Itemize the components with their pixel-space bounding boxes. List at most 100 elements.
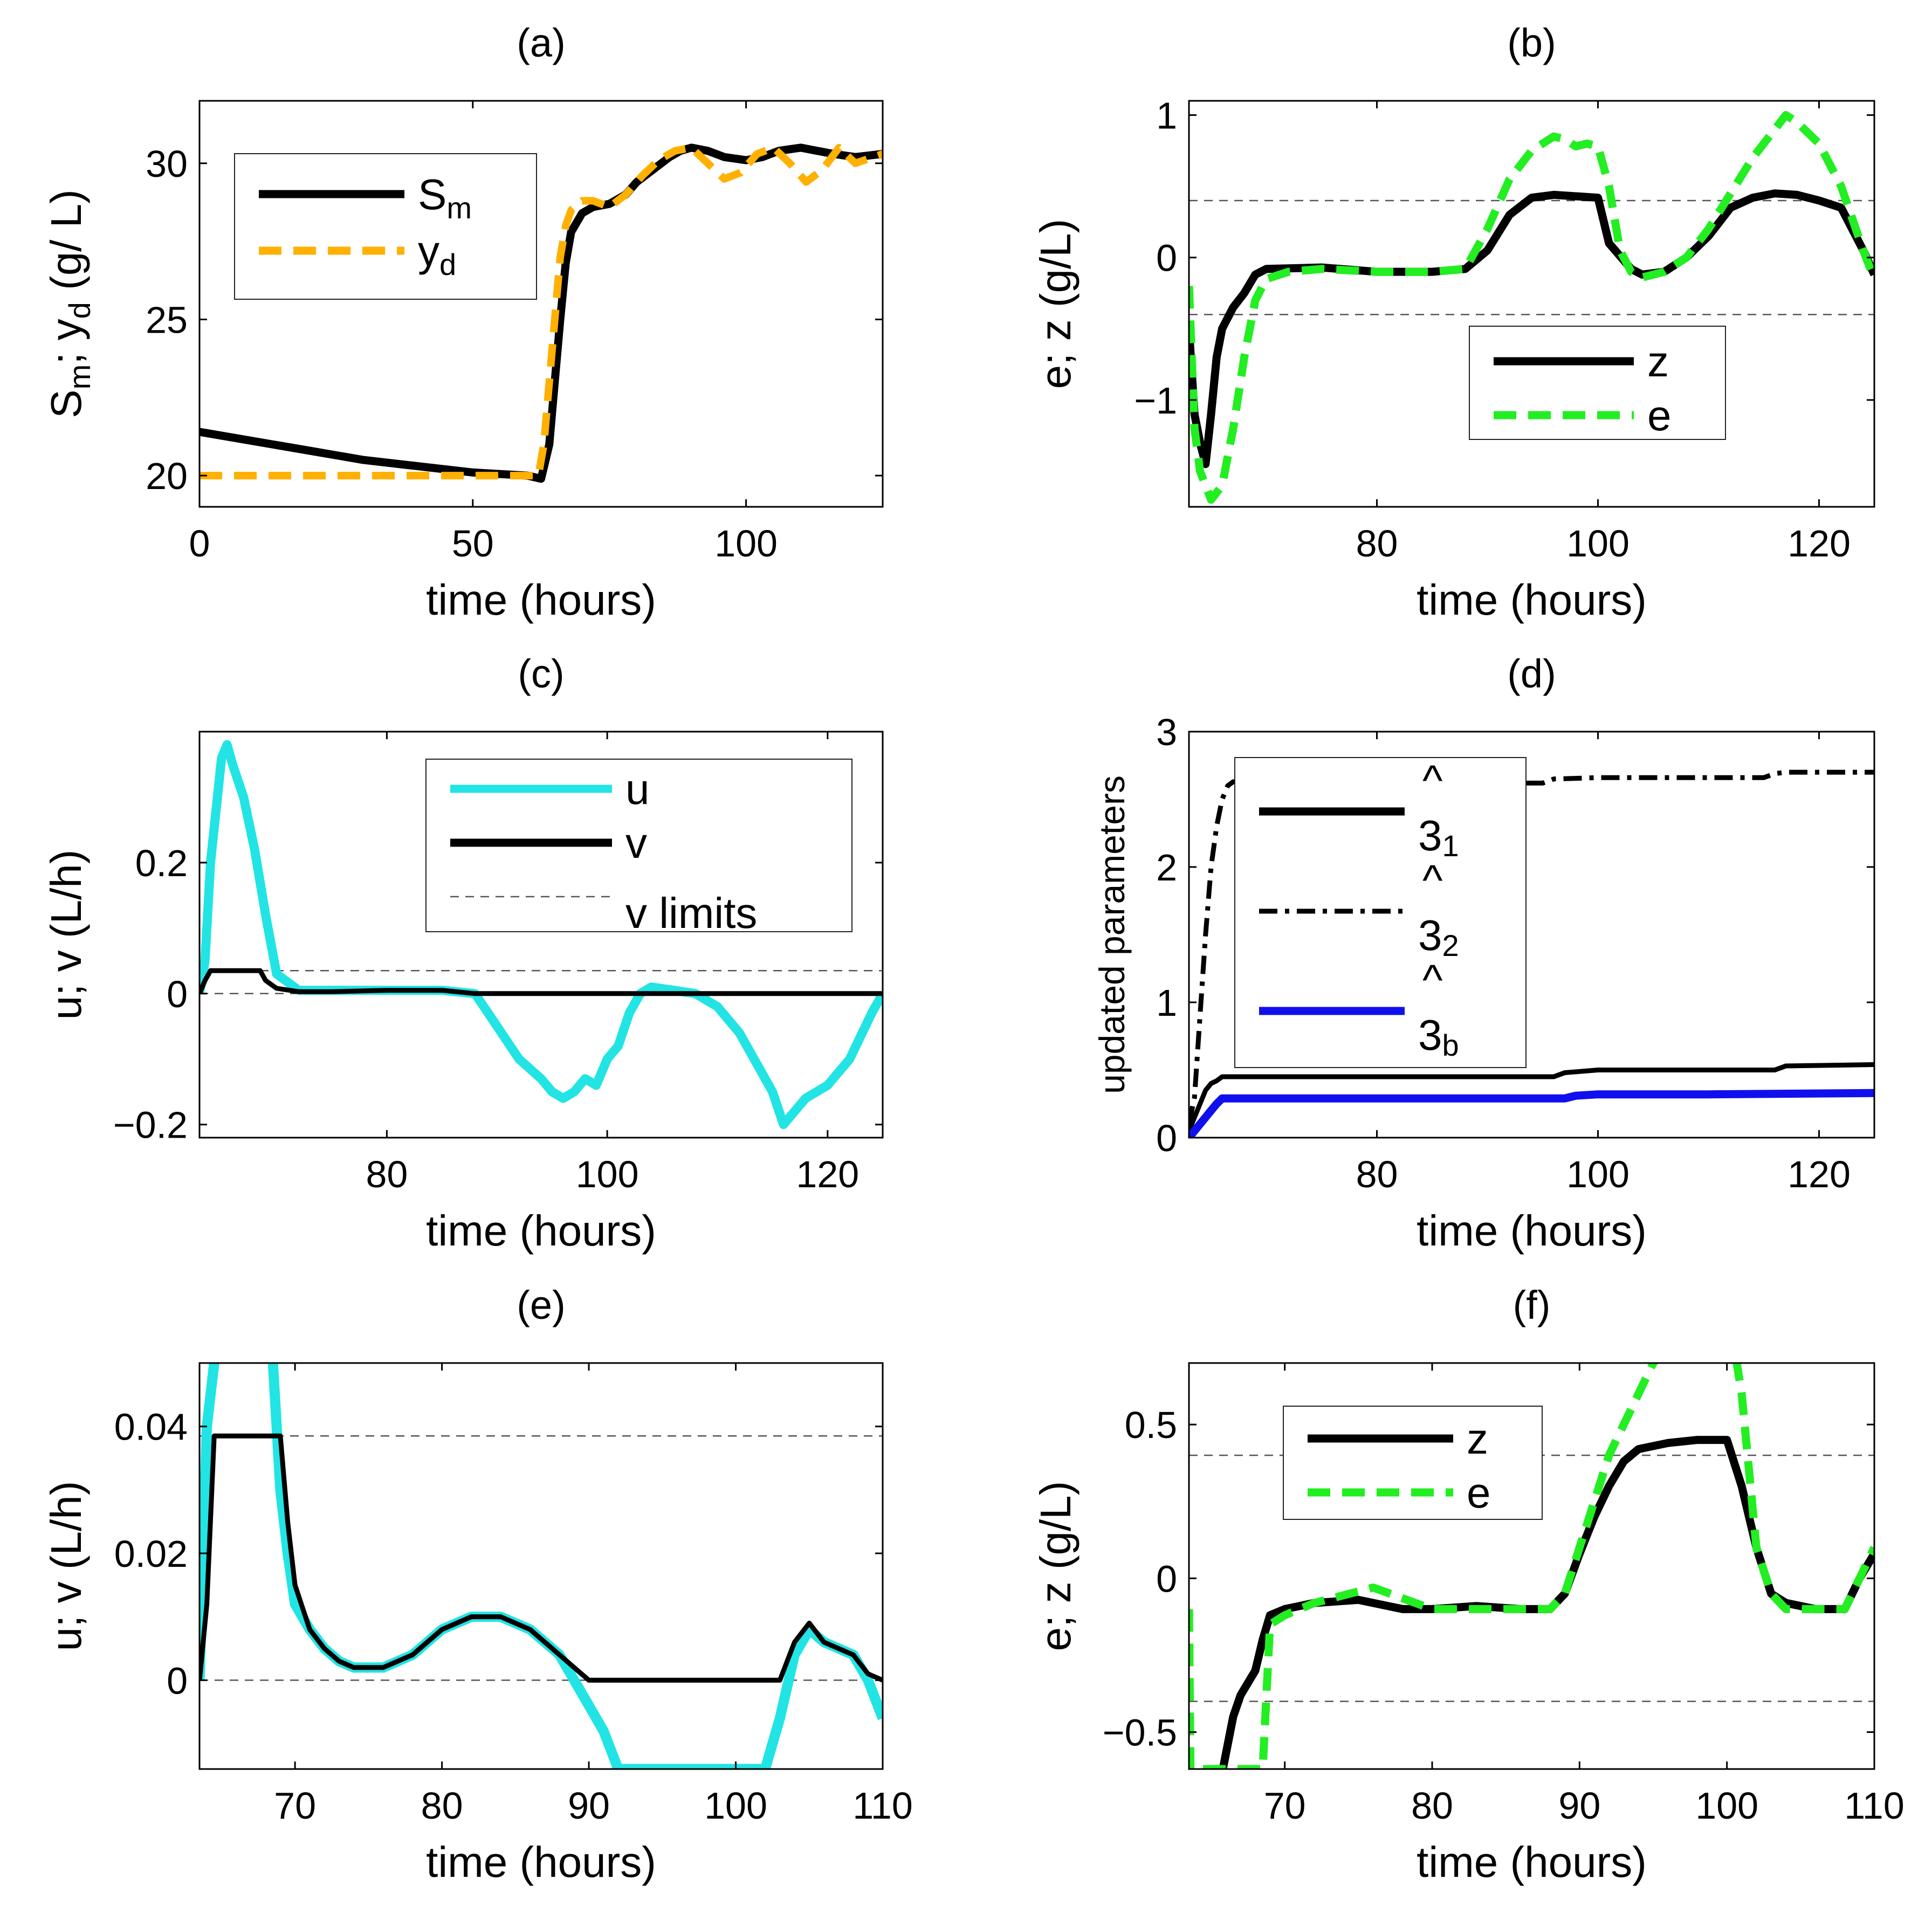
chart-title: (a) — [517, 20, 565, 65]
x-axis-label: time (hours) — [1417, 576, 1647, 624]
x-tick-label: 120 — [1787, 522, 1851, 565]
y-tick-label: 2 — [1156, 846, 1177, 889]
y-tick-label: −1 — [1134, 380, 1177, 422]
x-axis-label: time (hours) — [426, 576, 656, 624]
legend-label: v — [625, 819, 647, 867]
series-line-theta-1 — [1189, 1062, 1874, 1132]
y-tick-label: 0.02 — [114, 1533, 188, 1575]
x-tick-label: 70 — [274, 1785, 316, 1827]
legend: ^31^32^3b — [1234, 756, 1527, 1068]
y-axis-label: e; z (g/L) — [1032, 1481, 1080, 1651]
y-tick-label: 0 — [1156, 1117, 1177, 1159]
legend: uv v limits — [425, 759, 852, 937]
x-tick-label: 100 — [576, 1153, 639, 1195]
x-tick-label: 100 — [1695, 1785, 1758, 1827]
axes-box — [198, 1362, 884, 1770]
legend-label: 3b — [1418, 1011, 1459, 1062]
chart-panel-d: (d) 80 100 120 0 1 2 3 time (hours) updated param… — [1092, 651, 1875, 1255]
legend-hat: ^ — [1422, 856, 1443, 904]
y-tick-label: 0.04 — [114, 1406, 188, 1448]
legend-label: z — [1467, 1415, 1488, 1463]
x-tick-label: 80 — [1356, 1153, 1398, 1195]
y-tick-label: 0 — [167, 1660, 188, 1702]
axes-box — [1188, 1362, 1875, 1770]
legend-box — [1283, 1406, 1543, 1520]
y-tick-label: −0.2 — [113, 1104, 188, 1146]
chart-title: (c) — [518, 651, 564, 696]
series-line-y-d — [200, 143, 883, 480]
legend: ze — [1469, 326, 1726, 440]
series-line-z — [1189, 189, 1874, 469]
legend-box — [234, 153, 537, 300]
x-axis-label: time (hours) — [1417, 1207, 1647, 1255]
x-tick-label: 120 — [796, 1153, 859, 1195]
series-group — [200, 143, 883, 483]
series-line-v — [200, 968, 883, 996]
y-tick-label: 0.5 — [1125, 1404, 1177, 1446]
legend-label: Sm — [418, 170, 472, 225]
series-line-theta-b — [1189, 1089, 1874, 1138]
x-tick-label: 110 — [852, 1785, 913, 1827]
series-group — [200, 1363, 883, 1769]
y-tick-label: 30 — [146, 143, 188, 185]
y-axis-label: updated parameters — [1092, 775, 1132, 1094]
y-tick-label: 20 — [146, 455, 188, 497]
series-line-v — [200, 1433, 883, 1683]
series-line-e — [1189, 111, 1874, 504]
y-tick-label: 0 — [1156, 1558, 1177, 1600]
chart-title: (f) — [1513, 1283, 1551, 1327]
x-tick-label: 90 — [568, 1785, 610, 1827]
y-axis-label: u; v (L/h) — [42, 850, 90, 1020]
series-line-u — [200, 1363, 883, 1769]
legend-label: 32 — [1418, 911, 1459, 962]
x-tick-label: 120 — [1787, 1153, 1851, 1195]
x-tick-label: 100 — [714, 522, 778, 565]
y-axis-label: u; v (L/h) — [42, 1481, 90, 1651]
chart-panel-b: (b) 80 100 120 −1 0 1 time (hours) e; z (g/L) ze — [1032, 20, 1875, 624]
legend-label: yd — [418, 227, 456, 281]
x-tick-label: 80 — [366, 1153, 408, 1195]
legend-label: e — [1467, 1469, 1491, 1517]
x-axis-label: time (hours) — [426, 1207, 656, 1255]
y-axis-label: Sm; yd (g/ L) — [42, 189, 97, 418]
y-tick-label: 0 — [167, 973, 188, 1015]
chart-panel-f: (f) 70 80 90 100 110 −0.5 0 0.5 time (hours) e; z … — [1032, 1283, 1905, 1886]
y-tick-label: −0.5 — [1103, 1712, 1177, 1754]
series-line-e — [1189, 1363, 1874, 1769]
chart-panel-c: (c) 80 100 120 −0.2 0 0.2 time (hours) u; v (L/h… — [42, 651, 884, 1255]
legend-label: e — [1647, 391, 1672, 439]
legend-label: 31 — [1418, 811, 1459, 863]
x-tick-label: 90 — [1558, 1785, 1600, 1827]
legend-label: v limits — [625, 889, 757, 937]
x-tick-label: 70 — [1264, 1785, 1306, 1827]
axes-box — [1188, 100, 1875, 508]
y-tick-label: 1 — [1156, 982, 1177, 1024]
legend-hat: ^ — [1422, 756, 1443, 804]
x-tick-label: 80 — [421, 1785, 463, 1827]
y-tick-label: 25 — [146, 299, 188, 341]
series-group — [1189, 111, 1874, 504]
chart-title: (b) — [1507, 20, 1556, 65]
axes-box — [1188, 731, 1875, 1139]
x-tick-label: 80 — [1356, 522, 1398, 565]
y-tick-label: 1 — [1156, 94, 1177, 136]
chart-panel-e: (e) 70 80 90 100 110 0 0.02 0.04 time (hours) u; v… — [42, 1283, 913, 1886]
y-tick-label: 0.2 — [135, 842, 188, 884]
legend-hat: ^ — [1422, 956, 1443, 1004]
x-tick-label: 100 — [1566, 1153, 1630, 1195]
x-tick-label: 0 — [189, 522, 210, 565]
chart-title: (e) — [517, 1283, 565, 1327]
y-tick-label: 0 — [1156, 237, 1177, 279]
legend-label: u — [625, 765, 650, 813]
series-line-u — [200, 740, 883, 1130]
x-tick-label: 80 — [1411, 1785, 1453, 1827]
x-axis-label: time (hours) — [426, 1838, 656, 1886]
x-tick-label: 100 — [704, 1785, 767, 1827]
y-tick-label: 3 — [1156, 711, 1177, 753]
x-tick-label: 110 — [1844, 1785, 1905, 1827]
legend-box — [1469, 326, 1726, 440]
chart-title: (d) — [1507, 651, 1556, 696]
chart-panel-a: (a) 0 50 100 20 25 30 time (hours) Sm; yd (g/ L)… — [42, 20, 884, 624]
